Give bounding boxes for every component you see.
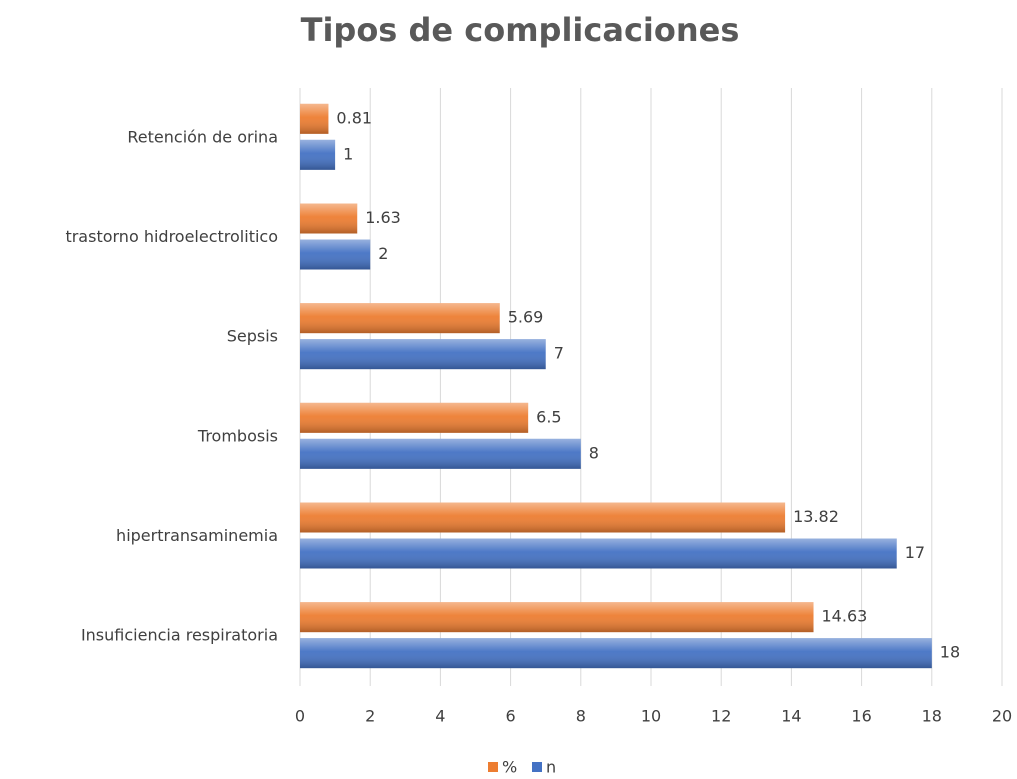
bar-shine [300,602,814,633]
chart-title: Tipos de complicaciones [301,11,740,49]
y-tick-label: trastorno hidroelectrolitico [65,227,278,246]
x-tick-label: 12 [711,707,731,726]
x-tick-label: 20 [992,707,1012,726]
data-label: 8 [589,443,599,462]
bar-shine [300,402,529,433]
data-label: 13.82 [793,507,839,526]
data-label: 18 [940,643,960,662]
x-tick-label: 16 [851,707,871,726]
bar-shine [300,502,786,533]
data-label: 0.81 [336,108,372,127]
x-tick-label: 18 [922,707,942,726]
legend-label: n [546,758,556,777]
x-tick-label: 8 [576,707,586,726]
x-tick-label: 10 [641,707,661,726]
data-label: 7 [554,344,564,363]
bar-shine [300,103,329,134]
bar-shine [300,203,358,234]
x-tick-label: 2 [365,707,375,726]
legend-swatch [532,762,542,772]
y-tick-label: Trombosis [197,426,278,445]
legend-label: % [502,758,517,777]
x-tick-label: 14 [781,707,801,726]
x-tick-label: 0 [295,707,305,726]
y-tick-label: hipertransaminemia [116,526,278,545]
x-tick-label: 4 [435,707,445,726]
y-tick-label: Insuficiencia respiratoria [81,626,278,645]
x-tick-label: 6 [506,707,516,726]
data-label: 14.63 [822,607,868,626]
bar-shine [300,239,371,270]
legend-swatch [488,762,498,772]
bar-shine [300,303,500,334]
bar-shine [300,638,932,669]
y-tick-label: Retención de orina [127,127,278,146]
data-label: 6.5 [536,407,561,426]
bar-shine [300,438,581,469]
y-tick-label: Sepsis [227,327,278,346]
bar-shine [300,339,546,370]
data-label: 1.63 [365,208,401,227]
data-label: 5.69 [508,308,544,327]
bar-shine [300,538,897,569]
bar-shine [300,139,336,170]
data-label: 2 [378,244,388,263]
data-label: 17 [905,543,925,562]
data-label: 1 [343,144,353,163]
